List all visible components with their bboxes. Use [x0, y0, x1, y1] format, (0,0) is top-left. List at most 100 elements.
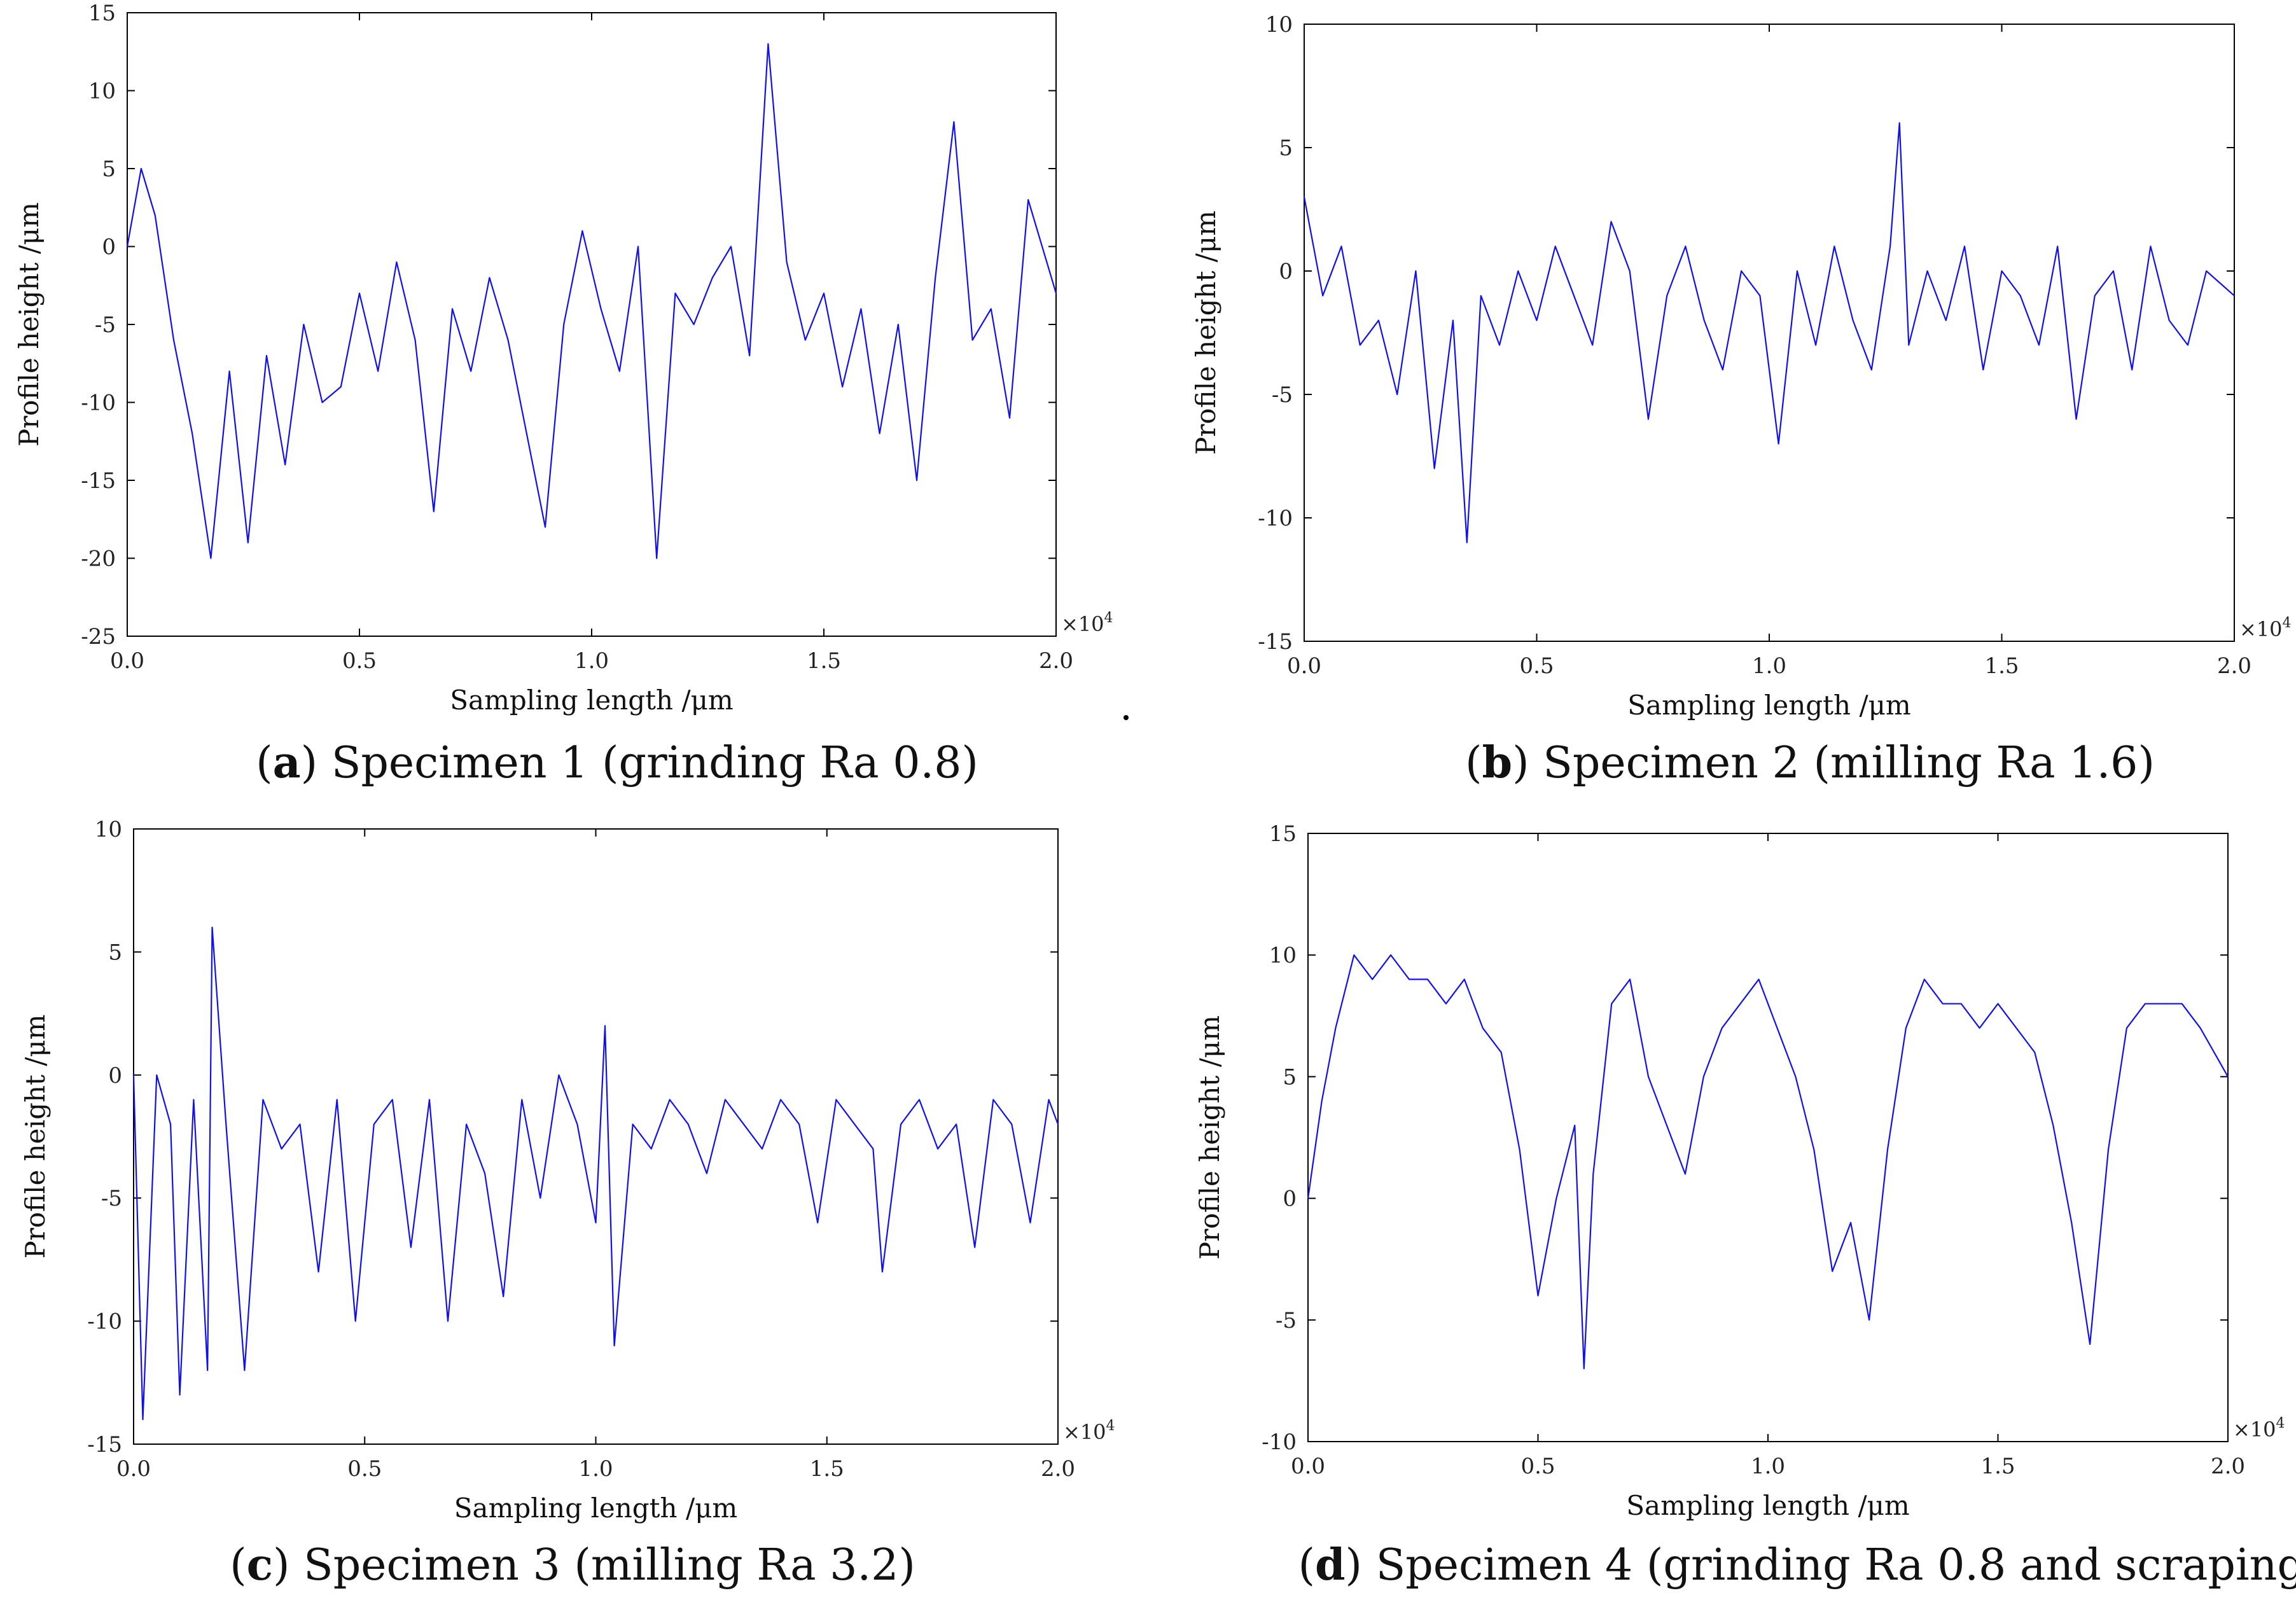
data-point [650, 1148, 652, 1150]
data-point [2150, 246, 2152, 247]
y-tick-label: 0 [102, 235, 116, 260]
y-tick-label: -15 [81, 468, 116, 494]
data-point [1850, 1222, 1851, 1223]
y-tick-label: -15 [1258, 629, 1293, 655]
data-point [2234, 295, 2235, 296]
x-axis-label: Sampling length /μm [454, 1492, 737, 1524]
x-tick-label: 0.0 [1291, 1454, 1325, 1479]
data-point [2227, 1076, 2229, 1078]
data-point [207, 1370, 209, 1371]
x-multiplier-base: ×10 [2233, 1417, 2276, 1442]
data-point [600, 308, 602, 310]
data-point [860, 308, 862, 310]
data-point [1009, 417, 1010, 419]
chart-panel-d: -10 -5 0 5 10 15 0.0 0.5 1.0 1.5 2.0 ×104 Sampling l… [1194, 821, 2296, 1590]
y-axis-label: Profile height /μm [20, 1014, 51, 1258]
y-tick-label: -15 [87, 1432, 122, 1457]
x-tick-label: 1.0 [578, 1456, 613, 1482]
data-point [1982, 369, 1984, 370]
x-axis-label: Sampling length /μm [1626, 1490, 1909, 1521]
data-point [225, 1124, 227, 1125]
data-point [1722, 369, 1723, 370]
data-point [539, 1197, 541, 1199]
data-point [632, 1124, 634, 1125]
y-tick-label: 5 [108, 940, 122, 965]
data-point [1926, 270, 1928, 272]
x-tick-label: 0.5 [342, 648, 377, 674]
data-point [447, 1320, 449, 1322]
data-point [974, 1246, 976, 1248]
y-tick-label: -5 [95, 312, 116, 338]
data-point [595, 1222, 597, 1223]
data-point [303, 324, 305, 325]
y-tick-label: -10 [87, 1309, 122, 1335]
y-tick-label: -20 [81, 546, 116, 572]
data-point [1997, 1003, 1999, 1005]
data-point [935, 277, 936, 279]
data-point [1011, 1124, 1013, 1125]
y-tick-label: 5 [1283, 1064, 1297, 1090]
series-line-a-0 [126, 43, 1057, 559]
data-point [1304, 196, 1305, 198]
data-point [545, 526, 546, 528]
x-multiplier: ×104 [1063, 1418, 1115, 1444]
data-point [1945, 319, 1947, 321]
data-point [1452, 319, 1454, 321]
data-point [452, 308, 453, 310]
x-tick-label: 1.0 [574, 648, 609, 674]
data-point [503, 1296, 504, 1297]
x-tick-label: 1.0 [1751, 1454, 1785, 1479]
data-point [1057, 1124, 1059, 1125]
x-tick-label: 0.5 [1520, 1454, 1555, 1479]
data-point [2199, 1027, 2201, 1029]
x-tick-label: 2.0 [1039, 648, 1073, 674]
data-point [127, 246, 128, 247]
x-tick-label: 1.5 [1984, 653, 2019, 679]
data-point [879, 433, 880, 435]
data-point [953, 121, 955, 123]
data-point [916, 480, 917, 481]
data-point [872, 1148, 874, 1150]
data-point [173, 339, 174, 341]
data-point [1378, 319, 1379, 321]
y-tick-label: -10 [1258, 506, 1293, 531]
y-tick-label: 10 [1265, 12, 1293, 38]
x-multiplier-base: ×10 [1063, 1420, 1106, 1444]
y-tick-label: 0 [1283, 1186, 1297, 1212]
data-point [1321, 1100, 1323, 1102]
data-point [2015, 1027, 2017, 1029]
x-multiplier-exponent: 4 [2276, 1416, 2285, 1431]
panel-caption: (d) Specimen 4 (grinding Ra 0.8 and scra… [1298, 1540, 2296, 1590]
data-point [1519, 1149, 1520, 1150]
data-point [1029, 1222, 1031, 1223]
chart-panel-b: -15 -10 -5 0 5 10 0.0 0.5 1.0 1.5 2.0 ×104 Sampling … [1190, 12, 2292, 788]
data-point [377, 370, 379, 372]
data-point [247, 542, 249, 543]
data-point [1573, 295, 1575, 296]
y-tick-label: 10 [88, 79, 116, 104]
data-point [1666, 1125, 1667, 1126]
data-point [1898, 122, 1900, 123]
data-point [780, 1099, 781, 1101]
data-point [767, 43, 769, 45]
data-point [1396, 394, 1398, 395]
data-point [2108, 1149, 2109, 1150]
y-axis-label: Profile height /μm [13, 202, 45, 447]
series-line-d-0 [1307, 954, 2229, 1370]
data-point [1739, 1003, 1741, 1005]
x-tick-label: 1.5 [807, 648, 841, 674]
data-point [262, 1099, 264, 1101]
x-tick-label: 2.0 [1041, 1456, 1075, 1482]
data-point [706, 1172, 707, 1174]
data-point [563, 324, 564, 325]
y-tick-label: -10 [1262, 1430, 1297, 1455]
y-tick-label: -10 [81, 391, 116, 416]
data-point [1868, 1319, 1870, 1321]
data-point [470, 370, 471, 372]
series-line-b-0 [1303, 122, 2235, 543]
y-tick-label: -5 [1276, 1308, 1297, 1333]
data-point [693, 324, 695, 325]
data-point [1610, 221, 1612, 223]
data-point [712, 277, 713, 279]
data-point [762, 1148, 763, 1150]
